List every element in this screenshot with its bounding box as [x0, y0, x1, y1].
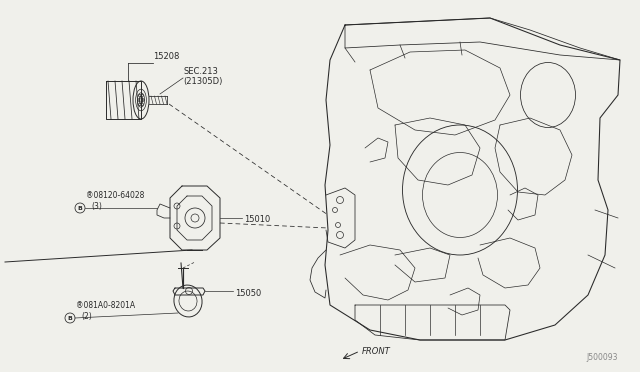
Text: B: B	[68, 315, 72, 321]
Text: ®081A0-8201A: ®081A0-8201A	[76, 301, 135, 310]
Text: SEC.213: SEC.213	[183, 67, 218, 76]
Text: (3): (3)	[91, 202, 102, 211]
Text: J500093: J500093	[586, 353, 618, 362]
Text: 15010: 15010	[244, 215, 270, 224]
Text: FRONT: FRONT	[362, 346, 391, 356]
Text: (2): (2)	[81, 312, 92, 321]
Text: (21305D): (21305D)	[183, 77, 222, 86]
Text: 15050: 15050	[235, 289, 261, 298]
Text: ®08120-64028: ®08120-64028	[86, 191, 145, 200]
Text: 15208: 15208	[153, 52, 179, 61]
Text: B: B	[77, 205, 83, 211]
